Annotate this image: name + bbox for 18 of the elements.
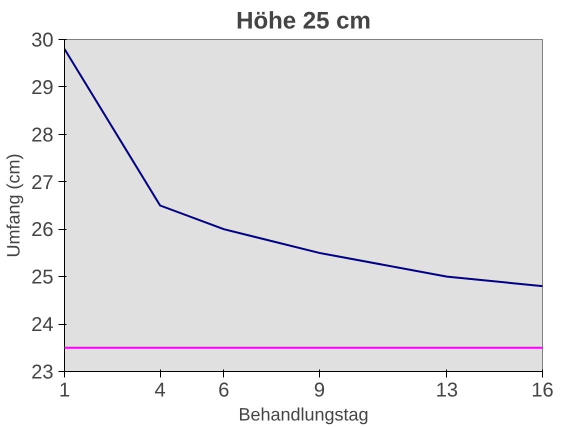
x-tick-label: 1 <box>58 380 70 402</box>
chart-title: Höhe 25 cm <box>236 8 371 34</box>
y-tick-label: 24 <box>31 314 54 336</box>
y-tick-label: 29 <box>31 76 54 99</box>
x-tick-label: 16 <box>531 380 554 402</box>
y-tick-label: 26 <box>31 219 54 242</box>
x-tick-label: 9 <box>314 380 325 402</box>
x-tick-label: 4 <box>154 380 166 402</box>
y-tick-label: 28 <box>31 124 54 146</box>
x-axis-title: Behandlungstag <box>238 404 369 424</box>
y-tick-label: 23 <box>31 362 54 384</box>
y-tick-label: 25 <box>31 266 54 289</box>
line-series <box>64 48 542 288</box>
y-axis-title: Umfang (cm) <box>3 153 24 258</box>
y-tick-label: 30 <box>31 30 54 52</box>
x-tick-label: 13 <box>436 380 458 402</box>
y-tick-label: 27 <box>31 172 54 194</box>
x-tick-label: 6 <box>218 380 230 402</box>
